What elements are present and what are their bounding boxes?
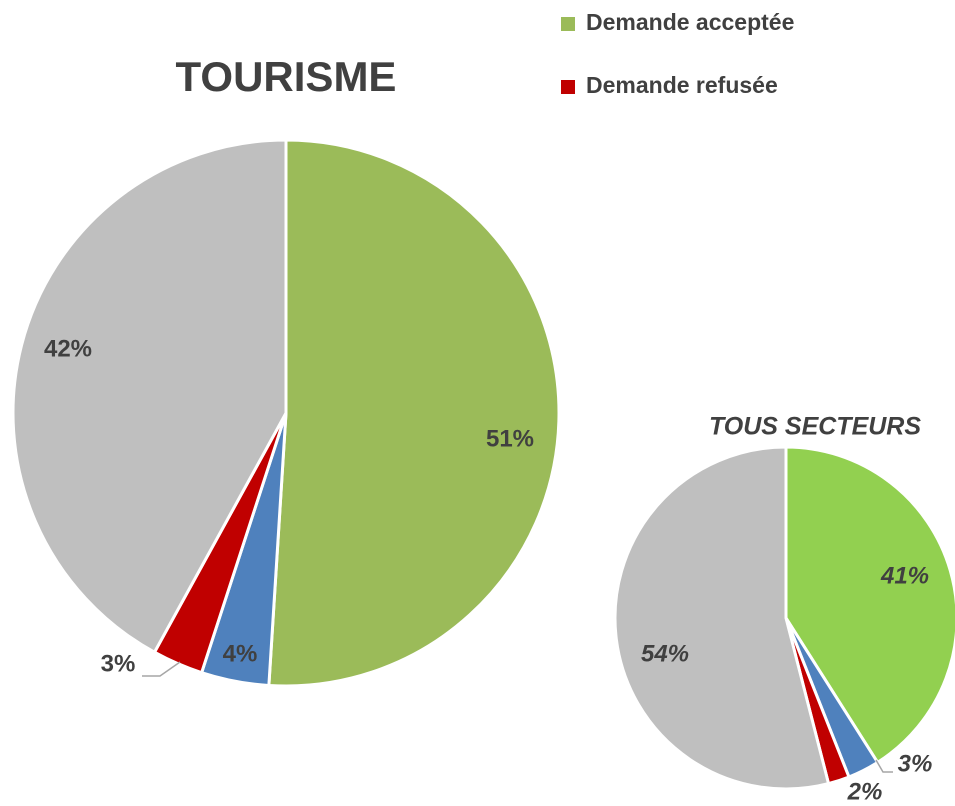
data-label: 3% <box>101 650 136 677</box>
chart-title: TOURISME <box>176 53 397 100</box>
pie-slice <box>11 138 288 655</box>
data-label: 3% <box>898 750 933 777</box>
data-label: 42% <box>44 335 92 362</box>
legend-label: Demande refusée <box>586 72 778 98</box>
legend-swatch <box>561 17 575 31</box>
legend-label: Demande acceptée <box>586 9 794 35</box>
data-label: 2% <box>847 778 883 805</box>
chart-title: TOUS SECTEURS <box>709 413 921 441</box>
leader-line <box>142 661 181 677</box>
legend-swatch <box>561 80 575 94</box>
data-label: 41% <box>880 562 929 589</box>
pie-slice <box>613 445 831 791</box>
pie-slice <box>267 138 561 688</box>
data-label: 54% <box>641 640 689 667</box>
leader-line <box>875 759 893 773</box>
data-label: 4% <box>223 640 258 667</box>
data-label: 51% <box>486 425 534 452</box>
